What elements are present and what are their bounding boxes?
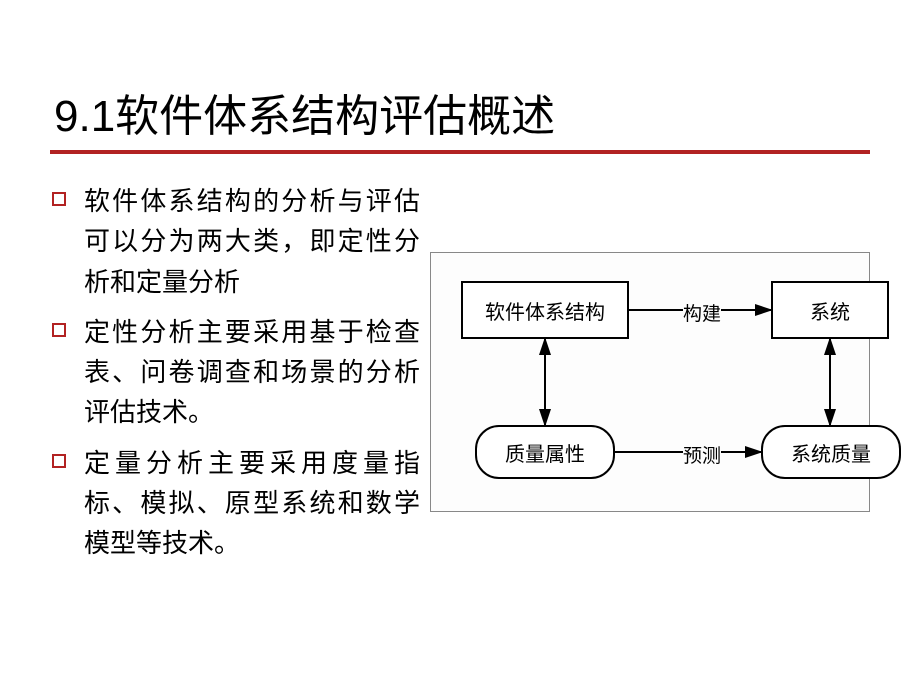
bullet-marker-icon (52, 454, 66, 468)
diagram-edge-label-build: 构建 (683, 299, 721, 326)
diagram-box-sysqual: 系统质量 (761, 425, 901, 479)
title-underline (50, 150, 870, 154)
bullet-marker-icon (52, 323, 66, 337)
bullet-text: 定性分析主要采用基于检查表、问卷调查和场景的分析评估技术。 (84, 313, 420, 434)
diagram-box-system: 系统 (771, 281, 889, 339)
bullet-item: 定性分析主要采用基于检查表、问卷调查和场景的分析评估技术。 (50, 313, 420, 434)
diagram: 软件体系结构 系统 质量属性 系统质量 构建 预测 (430, 252, 870, 512)
bullet-text: 定量分析主要采用度量指标、模拟、原型系统和数学模型等技术。 (84, 444, 420, 565)
diagram-box-arch: 软件体系结构 (461, 281, 629, 339)
diagram-box-label: 系统 (810, 296, 850, 325)
diagram-box-label: 软件体系结构 (485, 296, 605, 325)
bullet-item: 软件体系结构的分析与评估可以分为两大类，即定性分析和定量分析 (50, 182, 420, 303)
diagram-box-quality: 质量属性 (475, 425, 615, 479)
bullet-text: 软件体系结构的分析与评估可以分为两大类，即定性分析和定量分析 (84, 182, 420, 303)
content-row: 软件体系结构的分析与评估可以分为两大类，即定性分析和定量分析 定性分析主要采用基… (50, 182, 870, 575)
diagram-edge-label-predict: 预测 (683, 441, 721, 468)
bullet-item: 定量分析主要采用度量指标、模拟、原型系统和数学模型等技术。 (50, 444, 420, 565)
diagram-box-label: 质量属性 (505, 438, 585, 467)
slide: 9.1软件体系结构评估概述 软件体系结构的分析与评估可以分为两大类，即定性分析和… (0, 0, 920, 690)
diagram-box-label: 系统质量 (791, 438, 871, 467)
bullet-marker-icon (52, 192, 66, 206)
bullet-list: 软件体系结构的分析与评估可以分为两大类，即定性分析和定量分析 定性分析主要采用基… (50, 182, 430, 575)
slide-title: 9.1软件体系结构评估概述 (50, 80, 870, 144)
